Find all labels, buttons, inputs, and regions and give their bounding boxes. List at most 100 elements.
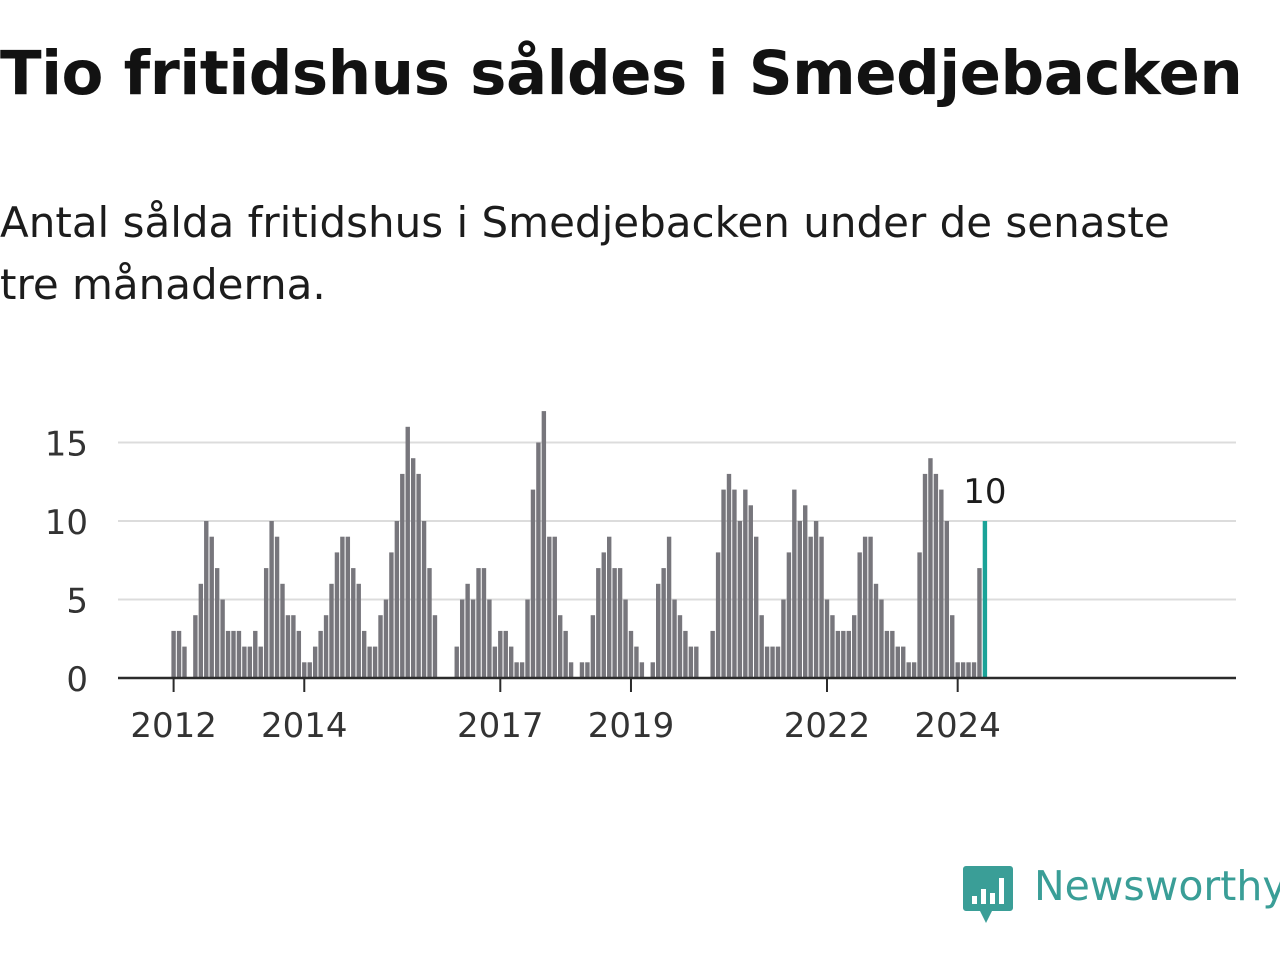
x-tick-label: 2019 — [588, 706, 675, 746]
bar — [656, 583, 661, 678]
bar — [285, 615, 291, 678]
bar — [372, 646, 378, 678]
bar — [274, 536, 280, 678]
bar — [541, 411, 547, 678]
bars — [171, 411, 988, 678]
x-axis-ticks: 2012 2014 2017 2019 2022 2024 — [130, 678, 1001, 746]
bar — [743, 489, 748, 678]
bar — [421, 521, 427, 678]
bar — [547, 536, 552, 678]
bar — [492, 646, 498, 678]
bar — [585, 662, 590, 678]
bar — [579, 662, 585, 678]
bar — [721, 489, 726, 678]
bar — [291, 615, 296, 678]
bar — [672, 599, 677, 678]
newsworthy-logo[interactable]: Newsworthy — [962, 862, 1280, 928]
bar — [786, 552, 792, 678]
bar — [688, 646, 694, 678]
bar — [770, 646, 775, 678]
bar — [410, 458, 416, 678]
bar — [378, 615, 383, 678]
bar — [906, 662, 911, 678]
bar — [933, 473, 939, 678]
bar — [345, 536, 351, 678]
bar — [732, 489, 737, 678]
bar — [971, 662, 977, 678]
bar — [803, 505, 808, 678]
bar — [596, 568, 601, 678]
bar — [476, 568, 481, 678]
brand-name: Newsworthy — [1034, 862, 1280, 910]
bar — [231, 630, 236, 678]
bar — [764, 646, 770, 678]
bar — [432, 615, 438, 678]
bar — [503, 630, 508, 678]
bar — [176, 630, 182, 678]
bar — [481, 568, 487, 678]
bar — [601, 552, 606, 678]
bar — [862, 536, 868, 678]
bar — [890, 630, 895, 678]
bar — [334, 552, 340, 678]
bar — [214, 568, 220, 678]
bar — [797, 521, 802, 678]
bar — [204, 521, 209, 678]
bar — [508, 646, 514, 678]
bar — [759, 615, 764, 678]
bar — [568, 662, 574, 678]
bar — [841, 630, 846, 678]
bar — [465, 583, 470, 678]
chart-title: Tio fritidshus såldes i Smedjebacken — [0, 38, 1243, 109]
bar — [312, 646, 318, 678]
y-tick-label: 5 — [66, 582, 88, 622]
bar — [879, 599, 884, 678]
bar — [917, 552, 922, 678]
bar — [928, 458, 933, 678]
bar — [329, 583, 334, 678]
bar — [405, 426, 410, 678]
bar — [852, 615, 857, 678]
bar — [661, 568, 666, 678]
x-tick-label: 2024 — [914, 706, 1001, 746]
bar — [808, 536, 813, 678]
bar — [416, 473, 421, 678]
bar — [748, 505, 753, 678]
bar — [558, 615, 563, 678]
bar — [307, 662, 312, 678]
bar — [857, 552, 862, 678]
highlighted-bar — [982, 521, 988, 678]
bar — [846, 630, 851, 678]
bar — [318, 630, 323, 678]
bar — [253, 630, 258, 678]
bar — [389, 552, 394, 678]
y-tick-label: 0 — [66, 660, 88, 700]
bar — [868, 536, 873, 678]
bar-chart: 0 5 10 15 2012 2014 2017 2019 2022 2024 10 — [45, 411, 1236, 746]
bar — [454, 646, 459, 678]
bar-chart-speech-bubble-icon — [963, 866, 1013, 923]
gridlines — [118, 441, 1236, 601]
bar — [922, 473, 928, 678]
bar — [683, 630, 688, 678]
bar — [519, 662, 525, 678]
x-tick-label: 2022 — [784, 706, 871, 746]
bar — [247, 646, 253, 678]
bar — [884, 630, 890, 678]
bar — [394, 521, 400, 678]
bar — [225, 630, 231, 678]
bar — [617, 568, 623, 678]
bar — [873, 583, 879, 678]
bar — [754, 536, 759, 678]
bar — [966, 662, 971, 678]
bar — [340, 536, 345, 678]
bar — [835, 630, 841, 678]
bar — [590, 615, 596, 678]
chart-subtitle: Antal sålda fritidshus i Smedjebacken un… — [0, 198, 1170, 309]
x-tick-label: 2014 — [261, 706, 348, 746]
bar — [607, 536, 612, 678]
bar — [639, 662, 645, 678]
bar — [263, 568, 269, 678]
bar — [737, 521, 743, 678]
